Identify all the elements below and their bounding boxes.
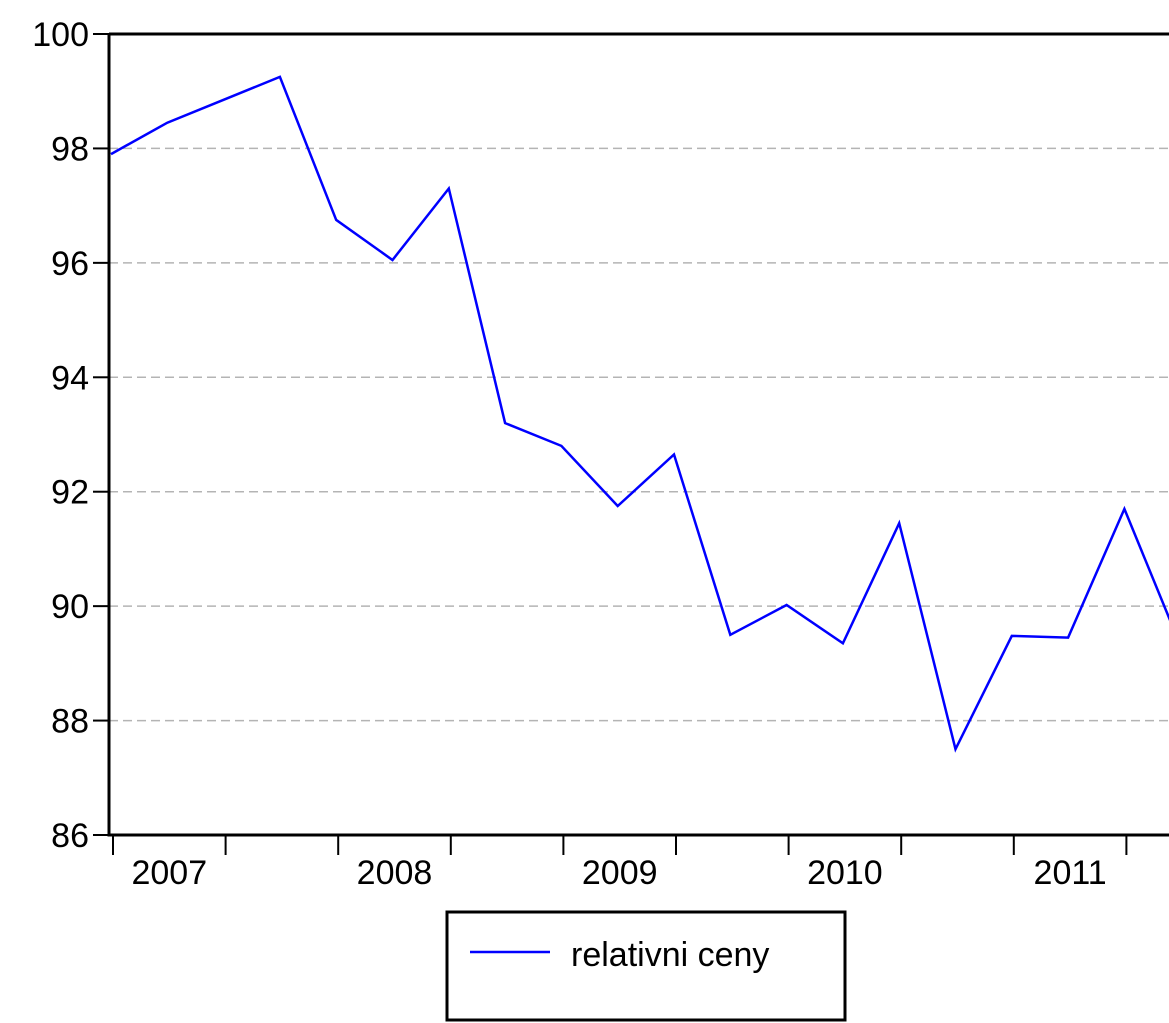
y-tick-label: 100 [32, 16, 89, 54]
x-tick-label: 2007 [131, 854, 207, 892]
x-tick-label: 2008 [357, 854, 433, 892]
legend: relativni ceny [445, 910, 847, 1022]
x-tick-label: 2009 [582, 854, 658, 892]
grid [109, 147, 1169, 836]
y-tick-label: 98 [51, 130, 89, 168]
y-tick-label: 96 [51, 245, 89, 283]
y-tick-label: 86 [51, 817, 89, 855]
y-tick-label: 88 [51, 703, 89, 741]
y-tick-label: 90 [51, 588, 89, 626]
y-tick-label: 92 [51, 474, 89, 512]
series-line-relativni-ceny [110, 75, 1169, 753]
legend-box [445, 910, 847, 1022]
y-ticks: 86 88 90 92 94 96 98 100 [32, 16, 109, 855]
axes [107, 32, 1169, 837]
legend-label-relativni-ceny: relativni ceny [571, 936, 769, 974]
series-layer [110, 75, 1169, 753]
y-tick-label: 94 [51, 359, 89, 397]
x-ticks: 2007 2008 2009 2010 2011 [112, 835, 1128, 892]
x-tick-label: 2010 [807, 854, 883, 892]
x-tick-label: 2011 [1034, 854, 1107, 892]
